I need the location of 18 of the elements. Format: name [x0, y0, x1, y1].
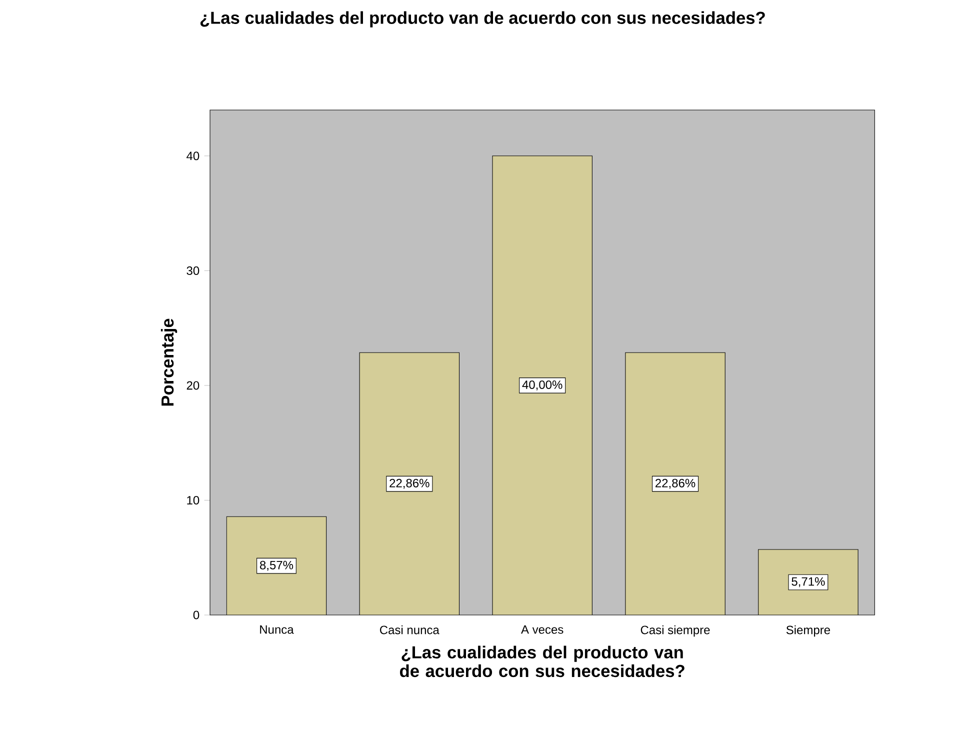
data-label: 8,57%: [260, 560, 294, 571]
x-tick-label: Casi siempre: [640, 625, 710, 637]
chart-title: ¿Las cualidades del producto van de acuerdo con sus necesidades?: [200, 11, 765, 28]
data-label: 40,00%: [522, 380, 562, 390]
x-axis-title: ¿Las cualidades del producto van de acuerdo con sus necesidades?: [400, 646, 684, 678]
data-label: 5,71%: [792, 577, 825, 588]
y-tick-label: 20: [186, 381, 200, 390]
data-label: 22,86%: [656, 478, 696, 489]
y-tick-label: 0: [193, 610, 200, 620]
x-tick-label: Nunca: [260, 625, 294, 634]
y-tick-label: 10: [187, 496, 200, 504]
y-tick-label: 40: [186, 152, 200, 160]
x-tick-label: A veces: [521, 625, 564, 634]
y-tick-label: 30: [186, 266, 200, 275]
x-tick-label: Siempre: [786, 625, 830, 637]
y-axis-title: Porcentaje: [160, 318, 178, 406]
data-label: 22,86%: [390, 478, 430, 489]
x-tick-label: Casi nunca: [380, 625, 440, 634]
